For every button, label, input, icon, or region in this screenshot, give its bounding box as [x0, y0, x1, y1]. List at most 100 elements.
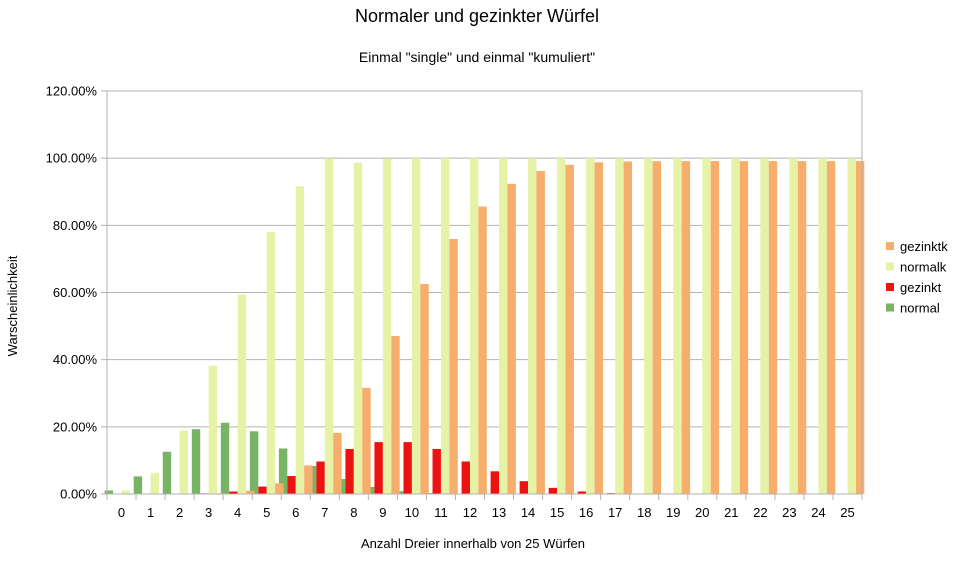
bar-gezinktk-19 — [681, 161, 691, 494]
bar-normal-4 — [220, 422, 230, 494]
bar-normalk-9 — [382, 158, 392, 494]
bar-normal-1 — [133, 476, 143, 494]
bar-gezinkt-8 — [345, 448, 354, 494]
bar-gezinkt-14 — [519, 481, 529, 494]
bar-normalk-13 — [499, 158, 508, 494]
x-tick-label: 10 — [405, 505, 419, 520]
bar-normalk-22 — [760, 158, 769, 494]
bar-gezinktk-15 — [565, 164, 574, 495]
bar-normalk-12 — [469, 158, 479, 494]
x-ticks: 0 1 2 3 4 5 6 7 8 9 10 11 12 13 14 15 16 17 18 19 20 21 22 23 24… — [118, 505, 855, 520]
legend-swatch-gezinktk — [886, 242, 894, 250]
bar-normal-2 — [162, 451, 172, 494]
bar-gezinktk-11 — [449, 239, 458, 494]
x-tick-label: 18 — [637, 505, 651, 520]
x-tick-label: 11 — [434, 505, 448, 520]
y-tick-label: 40.00% — [53, 352, 98, 367]
bar-normalk-10 — [411, 158, 421, 494]
bar-gezinkt-9 — [374, 442, 383, 494]
y-tick-label: 60.00% — [53, 285, 98, 300]
x-tick-label: 24 — [811, 505, 825, 520]
x-tick-label: 25 — [840, 505, 854, 520]
bar-gezinktk-10 — [420, 284, 429, 494]
x-tick-label: 4 — [234, 505, 241, 520]
y-tick-label: 100.00% — [46, 151, 98, 166]
bar-normal-0 — [104, 490, 114, 494]
bar-gezinktk-8 — [362, 387, 371, 494]
bar-gezinkt-4 — [229, 491, 238, 494]
bar-gezinktk-5 — [275, 483, 284, 494]
y-axis-label: Warscheinlichkeit — [5, 255, 20, 356]
bar-gezinkt-11 — [432, 448, 441, 494]
legend-swatch-normalk — [886, 262, 894, 271]
bar-gezinktk-21 — [739, 161, 749, 494]
bar-normalk-5 — [266, 231, 276, 495]
x-tick-label: 13 — [492, 505, 506, 520]
x-tick-label: 0 — [118, 505, 125, 520]
x-tick-label: 7 — [321, 505, 328, 520]
bar-normalk-6 — [295, 186, 305, 495]
y-ticks: 0.00% 20.00% 40.00% 60.00% 80.00% 100.00% 120.… — [46, 84, 98, 502]
x-tick-label: 9 — [379, 505, 386, 520]
x-tick-label: 22 — [753, 505, 767, 520]
x-tick-label: 5 — [263, 505, 270, 520]
bar-gezinkt-5 — [258, 486, 267, 494]
bar-normalk-24 — [818, 158, 827, 494]
chart-title: Normaler und gezinkter Würfel — [355, 6, 599, 26]
bar-normalk-16 — [586, 158, 595, 494]
x-tick-label: 16 — [579, 505, 593, 520]
legend-label-gezinkt: gezinkt — [900, 280, 942, 295]
bar-gezinkt-10 — [403, 442, 412, 494]
bar-gezinkt-12 — [461, 461, 470, 494]
x-tick-label: 1 — [147, 505, 154, 520]
bar-normalk-19 — [673, 158, 682, 494]
x-axis-label: Anzahl Dreier innerhalb von 25 Würfen — [361, 536, 585, 551]
x-tick-label: 3 — [205, 505, 212, 520]
bar-normalk-4 — [237, 294, 247, 494]
bar-gezinktk-16 — [594, 162, 603, 494]
bar-gezinktk-14 — [536, 170, 545, 495]
bar-normalk-17 — [615, 158, 624, 494]
axes — [101, 90, 863, 500]
x-tick-label: 15 — [550, 505, 564, 520]
x-tick-label: 8 — [350, 505, 357, 520]
bar-gezinktk-17 — [623, 161, 633, 495]
bars — [104, 158, 865, 495]
bar-gezinktk-24 — [826, 161, 836, 494]
bar-normalk-1 — [150, 472, 159, 494]
bar-gezinktk-25 — [855, 161, 865, 494]
x-tick-label: 12 — [463, 505, 477, 520]
bar-normalk-7 — [324, 158, 334, 494]
bar-gezinktk-6 — [304, 465, 313, 494]
bar-gezinkt-13 — [490, 471, 500, 494]
bar-normalk-14 — [528, 158, 537, 494]
legend-swatch-normal — [886, 303, 894, 312]
bar-gezinktk-23 — [797, 161, 807, 494]
legend: gezinktk normalk gezinkt normal — [886, 239, 948, 316]
bar-normalk-23 — [789, 158, 798, 494]
bar-gezinktk-20 — [710, 161, 720, 494]
bar-gezinkt-16 — [577, 491, 587, 494]
bar-normalk-18 — [644, 158, 653, 494]
bar-gezinktk-22 — [768, 161, 778, 494]
bar-gezinkt-6 — [287, 476, 296, 494]
x-tick-label: 19 — [666, 505, 680, 520]
legend-label-gezinktk: gezinktk — [900, 239, 948, 254]
bar-normal-3 — [191, 429, 201, 494]
bar-gezinktk-12 — [478, 206, 487, 494]
bar-gezinkt-7 — [316, 461, 325, 494]
x-tick-label: 2 — [176, 505, 183, 520]
x-tick-label: 21 — [724, 505, 738, 520]
x-tick-label: 23 — [782, 505, 796, 520]
bar-gezinktk-9 — [391, 335, 400, 494]
legend-label-normalk: normalk — [900, 260, 947, 275]
bar-normal-5 — [249, 431, 259, 494]
bar-normalk-2 — [179, 430, 189, 494]
bar-gezinkt-15 — [548, 487, 558, 494]
x-tick-label: 20 — [695, 505, 709, 520]
bar-normalk-8 — [353, 162, 363, 494]
y-tick-label: 20.00% — [53, 419, 98, 434]
bar-gezinktk-7 — [333, 432, 342, 494]
bar-normalk-21 — [731, 158, 740, 494]
x-tick-label: 6 — [292, 505, 299, 520]
